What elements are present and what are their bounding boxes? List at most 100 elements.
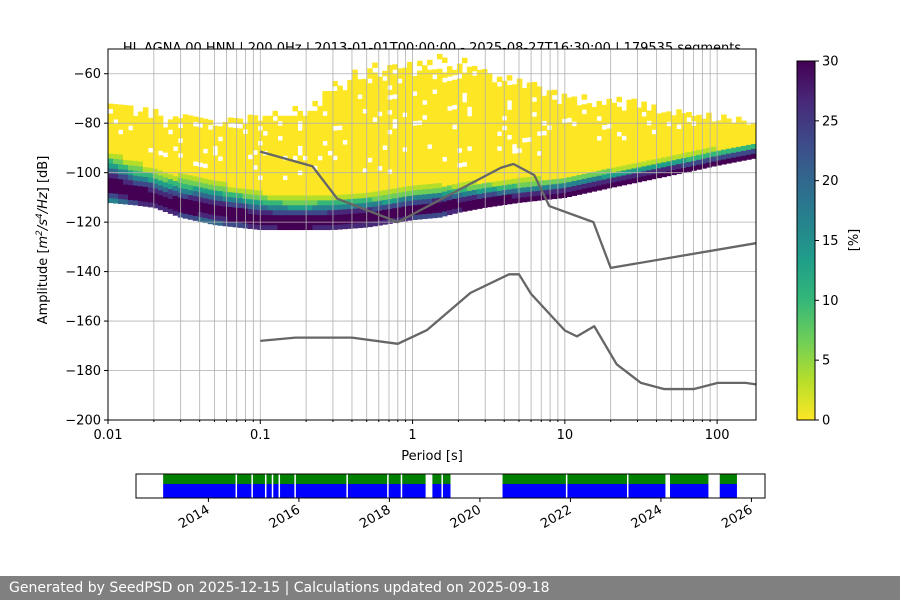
- density-cell: [132, 115, 139, 122]
- density-cell: [162, 191, 169, 198]
- density-cell: [541, 135, 548, 141]
- density-cell: [108, 143, 114, 149]
- density-cell: [631, 98, 637, 105]
- density-cell: [212, 165, 219, 171]
- density-cell: [721, 134, 727, 140]
- density-cell: [182, 173, 189, 180]
- density-cell: [601, 134, 608, 140]
- density-cell: [382, 174, 388, 181]
- density-cell: [207, 154, 214, 160]
- density-cell: [292, 189, 299, 196]
- density-cell: [172, 185, 179, 191]
- density-cell: [347, 178, 353, 185]
- density-cell: [641, 141, 647, 147]
- density-cell: [377, 200, 383, 206]
- density-cell: [556, 183, 563, 189]
- density-cell: [556, 118, 563, 125]
- density-cell: [137, 180, 144, 187]
- density-cell: [212, 175, 219, 181]
- density-cell: [506, 109, 513, 116]
- density-cell: [382, 115, 388, 121]
- density-cell: [461, 72, 468, 79]
- psd-plot-area: 0.01 0.1 1 10 100 −60−80−100−120−140−160−180…: [65, 48, 757, 443]
- density-cell: [496, 121, 503, 127]
- density-cell: [327, 180, 333, 186]
- density-cell: [117, 173, 124, 180]
- density-cell: [342, 129, 348, 136]
- density-cell: [337, 184, 343, 190]
- density-cell: [237, 128, 244, 134]
- density-cell: [441, 210, 448, 217]
- density-cell: [726, 153, 732, 159]
- density-cell: [486, 73, 493, 79]
- density-cell: [616, 161, 623, 167]
- density-cell: [197, 181, 204, 188]
- density-cell: [432, 168, 438, 174]
- density-cell: [417, 60, 423, 67]
- density-cell: [287, 204, 294, 211]
- density-cell: [407, 76, 413, 83]
- density-cell: [127, 164, 134, 171]
- density-cell: [262, 224, 269, 231]
- density-cell: [322, 194, 328, 201]
- density-cell: [686, 112, 692, 118]
- density-cell: [362, 187, 368, 194]
- density-cell: [392, 202, 398, 209]
- density-cell: [332, 189, 338, 196]
- density-cell: [441, 171, 448, 177]
- density-cell: [581, 188, 588, 194]
- density-cell: [451, 183, 458, 190]
- density-cell: [566, 186, 573, 193]
- density-cell: [292, 199, 299, 206]
- density-cell: [252, 214, 259, 220]
- density-cell: [581, 143, 588, 150]
- density-cell: [526, 181, 533, 187]
- density-cell: [621, 115, 627, 122]
- density-cell: [332, 160, 338, 166]
- density-cell: [387, 164, 393, 170]
- density-cell: [227, 157, 234, 163]
- density-cell: [212, 199, 219, 206]
- density-cell: [307, 140, 313, 146]
- density-cell: [461, 107, 468, 113]
- density-cell: [392, 89, 398, 95]
- density-cell: [397, 98, 403, 104]
- density-cell: [476, 188, 483, 195]
- density-cell: [147, 201, 154, 208]
- density-cell: [108, 153, 114, 159]
- density-cell: [397, 147, 403, 154]
- density-cell: [581, 124, 588, 130]
- density-cell: [407, 66, 413, 73]
- density-cell: [456, 83, 463, 89]
- density-cell: [352, 124, 358, 130]
- density-cell: [252, 130, 259, 136]
- density-cell: [651, 104, 657, 110]
- density-cell: [232, 157, 239, 164]
- density-cell: [117, 139, 124, 145]
- density-cell: [347, 223, 353, 229]
- density-cell: [412, 125, 418, 131]
- density-cell: [691, 125, 697, 132]
- density-cell: [327, 204, 333, 211]
- density-cell: [671, 125, 677, 131]
- density-cell: [521, 157, 528, 163]
- density-cell: [726, 133, 732, 139]
- density-cell: [202, 217, 209, 224]
- density-cell: [272, 209, 279, 216]
- density-cell: [157, 145, 164, 151]
- density-cell: [636, 147, 642, 153]
- density-cell: [312, 125, 318, 132]
- density-cell: [382, 204, 388, 210]
- density-cell: [711, 156, 717, 162]
- density-cell: [456, 118, 463, 124]
- density-cell: [611, 132, 618, 138]
- density-cell: [481, 192, 488, 199]
- density-cell: [267, 175, 274, 181]
- density-cell: [137, 185, 144, 192]
- density-cell: [412, 110, 418, 117]
- density-cell: [392, 138, 398, 144]
- density-cell: [466, 185, 473, 191]
- y-tick-label: −140: [65, 265, 101, 280]
- density-cell: [412, 140, 418, 146]
- availability-gap: [264, 474, 267, 498]
